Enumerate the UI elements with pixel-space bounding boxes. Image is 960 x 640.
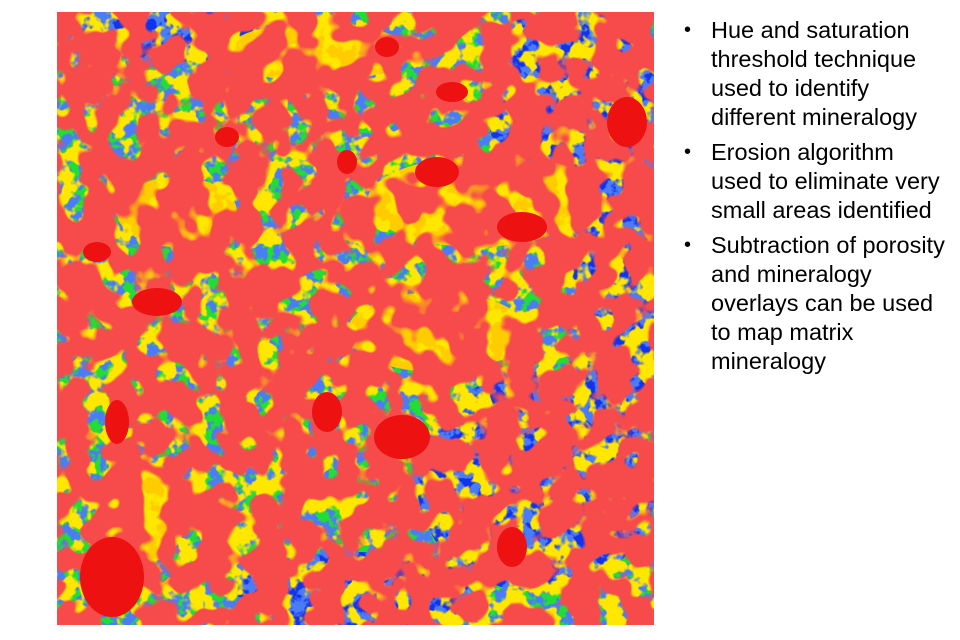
bullet-glyph: • xyxy=(684,234,692,256)
bullet-item: • Hue and saturation threshold technique… xyxy=(684,16,946,132)
bullet-list: • Hue and saturation threshold technique… xyxy=(684,16,946,382)
bullet-glyph: • xyxy=(684,141,692,163)
red-speckle xyxy=(57,12,654,625)
bullet-item: • Erosion algorithm used to eliminate ve… xyxy=(684,138,946,225)
bullet-text: Subtraction of porosity and mineralogy o… xyxy=(711,232,945,374)
bullet-text: Erosion algorithm used to eliminate very… xyxy=(711,139,940,223)
red-zones xyxy=(80,37,647,617)
bullet-item: • Subtraction of porosity and mineralogy… xyxy=(684,231,946,376)
mineralogy-map-image xyxy=(57,12,654,625)
bullet-glyph: • xyxy=(684,19,692,41)
bullet-text: Hue and saturation threshold technique u… xyxy=(711,17,917,130)
mineralogy-map xyxy=(57,12,654,625)
